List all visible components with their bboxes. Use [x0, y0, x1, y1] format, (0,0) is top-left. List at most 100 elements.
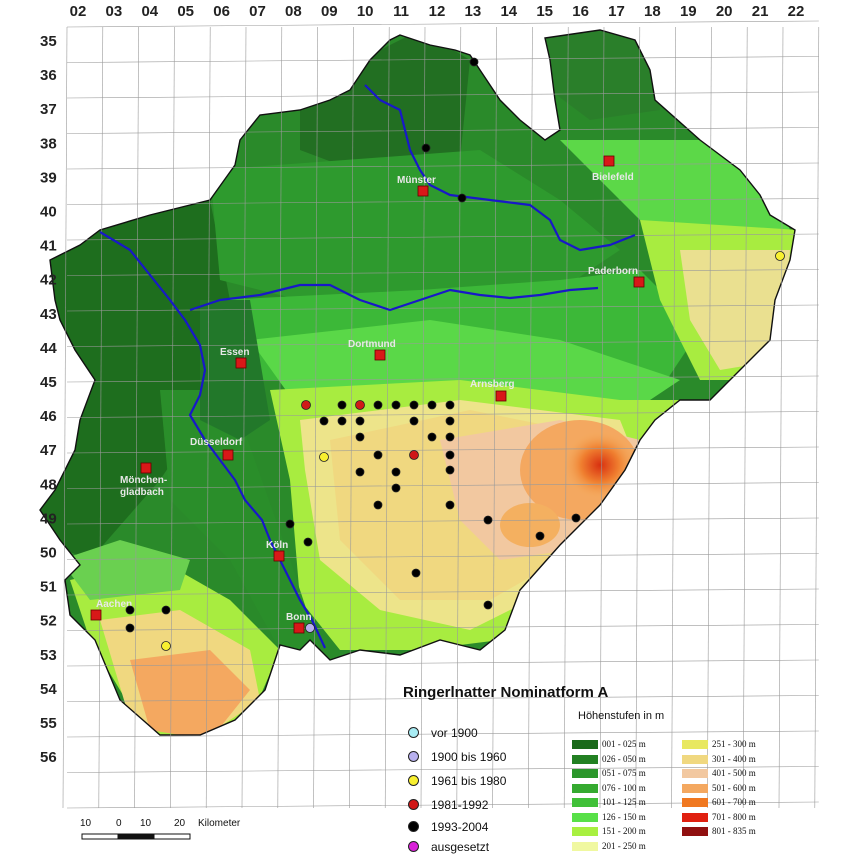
- grid-line: [66, 482, 819, 489]
- elevation-swatch: [572, 769, 598, 779]
- record-point: [161, 641, 171, 651]
- grid-line: [66, 375, 819, 383]
- record-point: [445, 416, 455, 426]
- grid-line: [599, 26, 605, 809]
- elevation-legend-item: 051 - 075 m: [572, 767, 646, 779]
- record-point: [319, 452, 329, 462]
- record-point: [391, 400, 401, 410]
- nrw-border: [39, 29, 796, 736]
- grid-column-number: 13: [465, 3, 482, 20]
- record-point: [355, 416, 365, 426]
- city-label-gladbach: gladbach: [120, 487, 164, 498]
- legend-item-ausgesetzt: ausgesetzt: [408, 838, 489, 854]
- grid-line: [66, 91, 819, 99]
- grid-line: [66, 340, 819, 347]
- elevation-label: 701 - 800 m: [712, 811, 756, 822]
- elevation-swatch: [682, 827, 708, 837]
- record-point: [445, 500, 455, 510]
- record-point: [469, 57, 479, 67]
- elevation-legend-item: 101 - 125 m: [572, 796, 646, 808]
- elevation-legend-item: 801 - 835 m: [682, 825, 756, 837]
- city-marker-muenster: [417, 185, 429, 197]
- record-point: [457, 193, 467, 203]
- legend-item-1961-1980: 1961 bis 1980: [408, 772, 506, 788]
- record-point: [445, 432, 455, 442]
- grid-row-number: 52: [40, 613, 57, 630]
- grid-column-numbers: 02 03 04 05 06 07 08 09 10 11 12 13 14 15 16 17 18 19 20 21…: [70, 3, 805, 20]
- record-point: [305, 623, 315, 633]
- river-lippe: [189, 283, 599, 312]
- river-rhine: [99, 231, 326, 649]
- record-point: [373, 500, 383, 510]
- scale-tick-label: 20: [174, 818, 186, 829]
- elevation-swatch: [572, 783, 598, 793]
- record-point: [337, 416, 347, 426]
- record-point: [355, 467, 365, 477]
- elevation-label: 801 - 835 m: [712, 826, 756, 836]
- grid-line: [134, 26, 139, 809]
- grid-row-number: 36: [40, 67, 57, 84]
- city-marker-koeln: [273, 550, 285, 562]
- grid-row-numbers: 35 36 37 38 39 40 41 42 43 44 45 46 47 48 49 50 51 52 53 54…: [40, 33, 57, 766]
- grid-column-number: 02: [70, 3, 87, 20]
- elevation-swatch: [572, 827, 598, 837]
- grid-line: [170, 26, 175, 809]
- grid-column-number: 05: [177, 3, 194, 20]
- grid-column-number: 15: [536, 3, 553, 20]
- grid-row-number: 43: [40, 306, 57, 323]
- city-labels: Münster Bielefeld Paderborn Essen Dortmu…: [96, 172, 638, 623]
- record-point: [373, 450, 383, 460]
- city-marker-duesseldorf: [222, 449, 234, 461]
- grid-row-number: 39: [40, 169, 57, 186]
- elevation-legend-item: 126 - 150 m: [572, 811, 646, 823]
- record-point: [409, 400, 419, 410]
- elevation-swatch: [682, 812, 708, 822]
- grid-row-number: 38: [40, 135, 57, 152]
- record-point: [409, 450, 419, 460]
- grid-row-number: 37: [40, 101, 57, 118]
- grid-row-number: 40: [40, 204, 57, 221]
- elevation-swatch: [682, 740, 708, 750]
- city-label-aachen: Aachen: [96, 599, 132, 610]
- city-label-duesseldorf: Düsseldorf: [190, 437, 243, 448]
- elevation-swatch: [682, 798, 708, 808]
- grid-line: [671, 26, 676, 809]
- map-grid: [62, 20, 820, 809]
- grid-line: [66, 659, 819, 667]
- record-point: [125, 605, 135, 615]
- record-point: [285, 519, 295, 529]
- record-point: [319, 416, 329, 426]
- record-point: [391, 467, 401, 477]
- city-label-moenchen: Mönchen-: [120, 475, 167, 486]
- grid-line: [814, 26, 820, 809]
- record-point: [427, 400, 437, 410]
- grid-line: [205, 26, 211, 809]
- city-label-paderborn: Paderborn: [588, 266, 638, 277]
- grid-row-number: 47: [40, 442, 57, 459]
- grid-column-number: 12: [429, 3, 446, 20]
- grid-row-number: 48: [40, 476, 57, 493]
- grid-line: [492, 26, 497, 809]
- grid-column-number: 16: [572, 3, 589, 20]
- city-marker-paderborn: [633, 276, 645, 288]
- grid-row-number: 50: [40, 545, 57, 562]
- elevation-swatch: [572, 754, 598, 764]
- grid-row-number: 49: [40, 510, 57, 527]
- elevation-label: 151 - 200 m: [602, 826, 646, 836]
- grid-line: [707, 26, 712, 809]
- grid-row-number: 51: [40, 579, 57, 596]
- record-point: [303, 537, 313, 547]
- grid-line: [66, 553, 819, 560]
- record-point: [409, 416, 419, 426]
- elevation-swatch: [572, 798, 598, 808]
- scale-tick-label: 10: [80, 818, 92, 829]
- record-point: [355, 432, 365, 442]
- grid-line: [313, 26, 318, 809]
- city-label-dortmund: Dortmund: [348, 339, 396, 350]
- scale-tick-label: 10: [140, 818, 152, 829]
- grid-row-number: 41: [40, 238, 57, 255]
- legend-item-1900-1960: 1900 bis 1960: [408, 748, 506, 764]
- record-point: [337, 400, 347, 410]
- grid-line: [62, 26, 68, 809]
- record-point: [571, 513, 581, 523]
